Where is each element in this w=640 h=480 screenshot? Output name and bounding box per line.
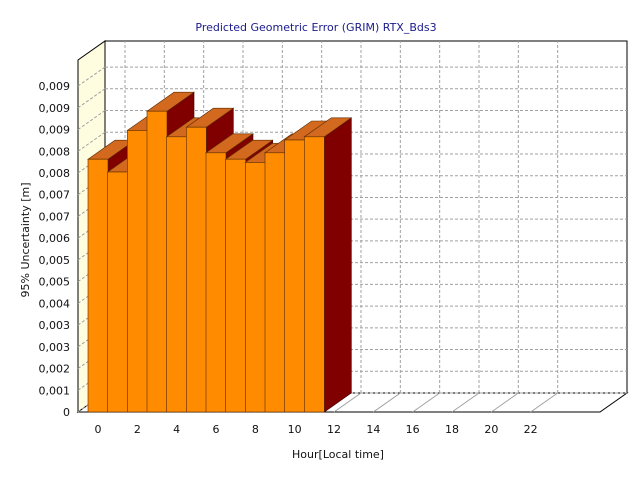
bars: [87, 91, 353, 413]
grid-line-floor: [530, 392, 558, 413]
x-tick-label: 8: [252, 423, 259, 436]
x-tick-label: 18: [445, 423, 459, 436]
bar-front: [264, 152, 286, 413]
bar: [303, 117, 353, 413]
bar-front: [127, 130, 148, 413]
bar-front: [107, 171, 128, 413]
y-tick-label: 0,007: [39, 189, 71, 202]
grid-line-floor: [373, 392, 401, 413]
grid-line-h-wall: [77, 88, 106, 109]
bar-front: [245, 162, 266, 413]
x-tick-label: 10: [288, 423, 302, 436]
chart-title: Predicted Geometric Error (GRIM) RTX_Bds…: [195, 21, 436, 34]
x-tick-label: 22: [524, 423, 538, 436]
y-tick-label: 0: [63, 406, 70, 419]
y-tick-label: 0,009: [39, 80, 71, 93]
bar-front: [87, 158, 109, 413]
y-tick-label: 0,002: [39, 363, 71, 376]
y-tick-label: 0,007: [39, 210, 71, 223]
x-tick-label: 14: [366, 423, 380, 436]
bar-front: [146, 110, 168, 413]
bar-front: [284, 139, 305, 413]
y-tick-label: 0,001: [39, 384, 71, 397]
bar-front: [225, 158, 246, 413]
grid-line-h-wall: [77, 66, 106, 87]
grid-line-floor: [333, 392, 362, 413]
bar-front: [205, 152, 227, 413]
bar-side: [324, 117, 352, 413]
grid-line-floor: [451, 392, 480, 413]
bar-front: [186, 126, 207, 413]
x-tick-label: 4: [173, 423, 180, 436]
y-tick-label: 0,008: [39, 145, 71, 158]
x-tick-label: 16: [406, 423, 420, 436]
y-axis-label: 95% Uncertainty [m]: [19, 182, 32, 297]
y-tick-label: 0,005: [39, 254, 71, 267]
y-tick-label: 0,003: [39, 319, 71, 332]
y-tick-label: 0,005: [39, 276, 71, 289]
grid-line-floor: [491, 392, 519, 413]
grid-line-h-wall: [77, 131, 106, 152]
y-tick-label: 0,003: [39, 341, 71, 354]
x-axis-label: Hour[Local time]: [292, 448, 384, 461]
y-axis-ticks: 0 0,001 0,002 0,003 0,003 0,004 0,005 0,005 0,00…: [39, 80, 71, 419]
x-axis-ticks: 0 2 4 6 8 10 12 14 16 18 20 22: [95, 423, 538, 436]
x-tick-label: 2: [134, 423, 141, 436]
y-tick-label: 0,004: [39, 297, 71, 310]
bar-front: [304, 136, 325, 413]
bar-front: [166, 136, 187, 413]
y-tick-label: 0,009: [39, 102, 71, 115]
grid-line-floor: [412, 392, 440, 413]
y-tick-label: 0,008: [39, 167, 71, 180]
x-tick-label: 6: [213, 423, 220, 436]
x-tick-label: 0: [95, 423, 102, 436]
grid-line-h-wall: [77, 110, 106, 130]
y-tick-label: 0,009: [39, 124, 71, 137]
x-tick-label: 20: [484, 423, 498, 436]
x-tick-label: 12: [327, 423, 341, 436]
y-tick-label: 0,006: [39, 232, 71, 245]
